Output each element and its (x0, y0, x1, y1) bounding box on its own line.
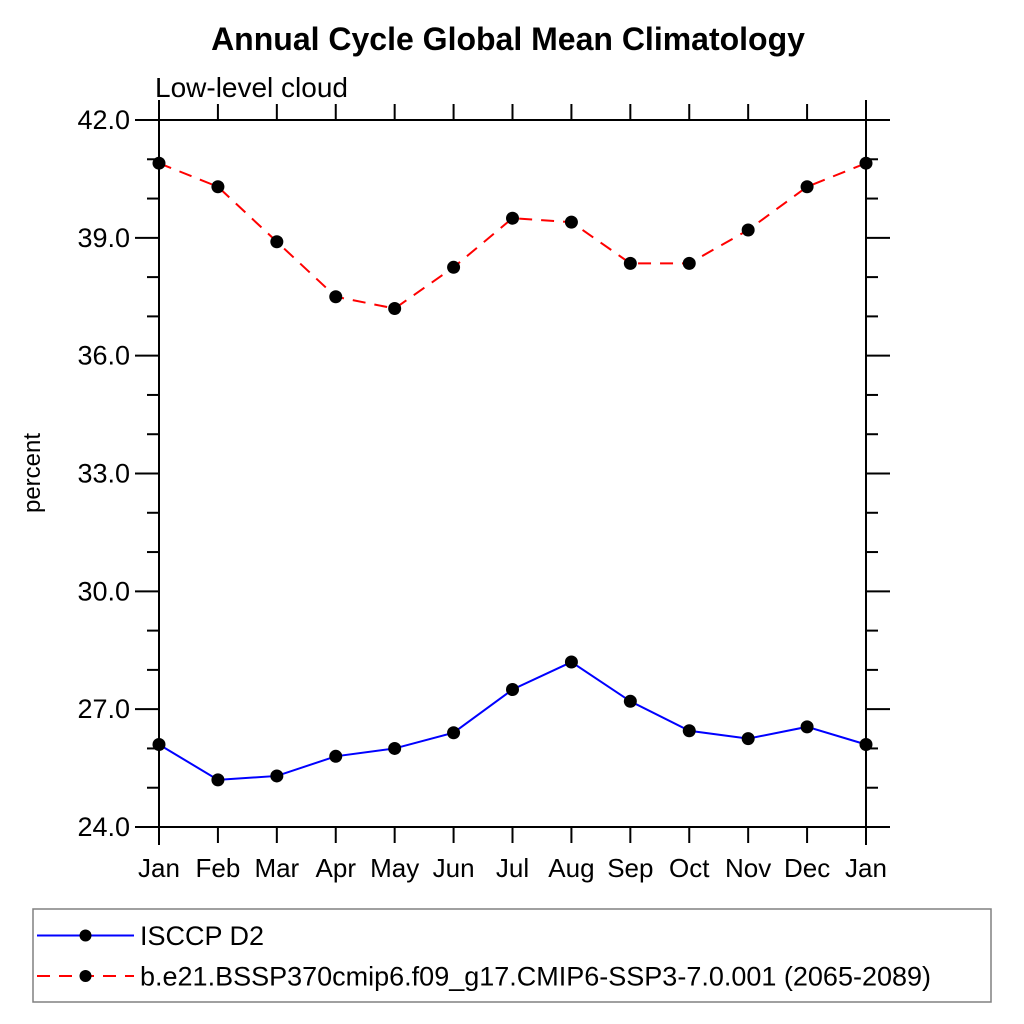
x-tick-label: Oct (669, 853, 710, 883)
y-tick-label: 36.0 (77, 341, 130, 371)
plot-area: Jan Feb Mar Apr May Jun Jul Aug Sep Oct Nov Dec Jan 2… (77, 100, 890, 883)
chart-title: Annual Cycle Global Mean Climatology (211, 21, 805, 57)
data-point-marker (800, 180, 814, 194)
y-tick-label: 39.0 (77, 223, 130, 253)
x-tick-label: Jan (845, 853, 887, 883)
data-point-marker (388, 741, 402, 755)
data-point-marker (859, 738, 873, 752)
data-point-marker (682, 256, 696, 270)
data-point-marker (270, 769, 284, 783)
x-tick-label: Jan (138, 853, 180, 883)
data-point-marker (447, 726, 461, 740)
data-point-marker (859, 156, 873, 170)
series-line-0 (158, 660, 867, 781)
data-point-marker (682, 724, 696, 738)
data-point-marker (800, 720, 814, 734)
x-tick-label: Nov (725, 853, 771, 883)
y-tick-label: 33.0 (77, 459, 130, 489)
data-point-marker (211, 180, 225, 194)
x-tick-label: May (370, 853, 419, 883)
x-tick-label: Jun (433, 853, 475, 883)
legend: ISCCP D2 b.e21.BSSP370cmip6.f09_g17.CMIP6… (32, 908, 992, 1003)
data-point-marker (564, 215, 578, 229)
data-point-marker (152, 156, 166, 170)
y-tick-label: 24.0 (77, 812, 130, 842)
y-tick-label: 42.0 (77, 105, 130, 135)
chart-subtitle: Low-level cloud (155, 72, 348, 103)
legend-label-1: b.e21.BSSP370cmip6.f09_g17.CMIP6-SSP3-7.… (140, 962, 931, 992)
data-point-marker (270, 235, 284, 249)
x-tick-label: Apr (316, 853, 357, 883)
data-point-marker (152, 738, 166, 752)
data-point-marker (388, 302, 402, 316)
legend-label-0: ISCCP D2 (140, 921, 264, 951)
x-tick-label: Mar (254, 853, 299, 883)
data-point-marker (741, 732, 755, 746)
y-tick-label: 30.0 (77, 576, 130, 606)
data-point-marker (506, 683, 519, 697)
data-point-marker (623, 256, 637, 270)
y-axis-label: percent (19, 433, 46, 513)
data-point-marker (506, 211, 519, 225)
x-tick-label: Sep (607, 853, 653, 883)
data-point-marker (329, 290, 343, 304)
data-point-marker (329, 749, 343, 763)
x-tick-label: Jul (496, 853, 529, 883)
x-tick-label: Dec (784, 853, 830, 883)
y-tick-label: 27.0 (77, 694, 130, 724)
x-tick-label: Feb (196, 853, 241, 883)
series-line-1 (158, 162, 867, 310)
data-point-marker (211, 773, 225, 787)
data-point-marker (741, 223, 755, 237)
x-tick-label: Aug (548, 853, 594, 883)
data-point-marker (564, 655, 578, 669)
legend-box (32, 908, 992, 1003)
data-point-marker (623, 694, 637, 708)
legend-sample-marker (79, 970, 92, 982)
legend-sample-marker (79, 929, 92, 942)
data-point-marker (447, 260, 461, 274)
